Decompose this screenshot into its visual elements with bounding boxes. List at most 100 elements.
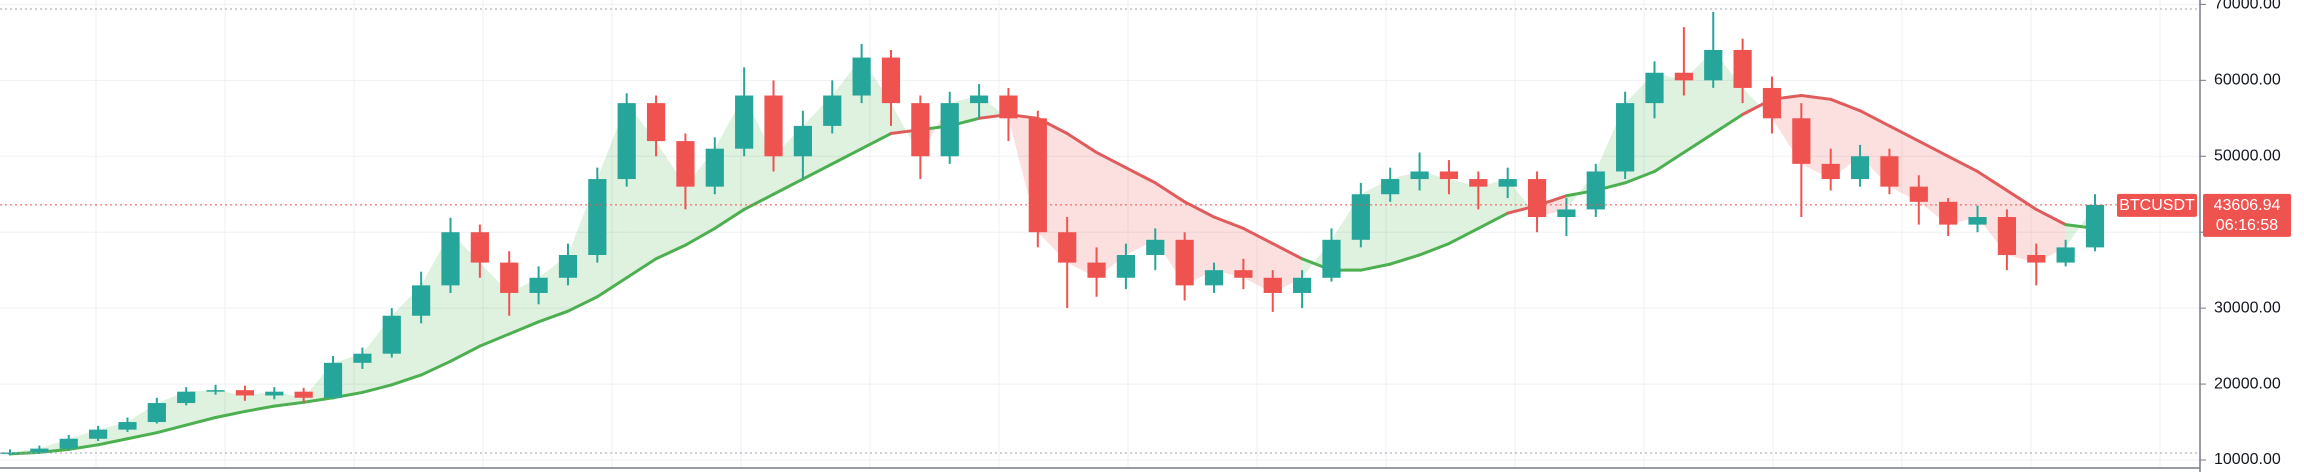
candle-body <box>1821 163 1840 180</box>
candle-body <box>1381 179 1400 195</box>
candle-body <box>1293 277 1312 293</box>
moving-average-segment <box>243 404 276 413</box>
candle-body <box>1204 270 1224 286</box>
trend-fill <box>1302 239 1332 278</box>
candle-body <box>1028 118 1047 233</box>
trend-fill <box>1566 171 1596 210</box>
candle-body <box>1116 254 1136 278</box>
moving-average-segment <box>772 177 805 196</box>
candle-body <box>265 391 284 396</box>
moving-average-segment <box>1858 109 1891 128</box>
moving-average-segment <box>214 409 247 419</box>
trend-fill <box>656 141 686 259</box>
moving-average-segment <box>478 332 511 348</box>
moving-average-segment <box>155 423 188 435</box>
moving-average-segment <box>360 383 394 394</box>
moving-average-segment <box>125 431 159 441</box>
candle-body <box>294 391 313 398</box>
candle-body <box>1527 179 1547 218</box>
candle-body <box>646 103 666 142</box>
candle-body <box>588 179 607 255</box>
trend-fill <box>1214 217 1244 278</box>
candle-body <box>1058 232 1077 263</box>
candle-body <box>852 57 871 96</box>
moving-average-segment <box>1447 226 1480 246</box>
moving-average-segment <box>1271 242 1304 261</box>
moving-average-segment <box>537 309 570 324</box>
moving-average-segment <box>1212 215 1245 230</box>
moving-average-segment <box>302 396 335 404</box>
moving-average-segment <box>713 207 746 230</box>
trend-fill <box>1390 171 1420 265</box>
moving-average-segment <box>1124 166 1157 185</box>
candle-body <box>1410 171 1429 180</box>
moving-average-segment <box>1153 181 1187 204</box>
candle-body <box>529 277 548 293</box>
moving-average-segment <box>654 243 687 261</box>
candle-body <box>969 95 989 104</box>
candles <box>0 11 2105 456</box>
candle-body <box>382 315 401 354</box>
candle-body <box>1557 209 1576 218</box>
candle-body <box>412 285 431 316</box>
moving-average-segment <box>801 162 834 181</box>
candle-body <box>177 391 196 404</box>
moving-average-segment <box>742 192 776 211</box>
candle-body <box>1674 72 1693 81</box>
trend-fill <box>1096 152 1126 278</box>
moving-average-segment <box>1976 169 2009 192</box>
candle-body <box>1322 239 1341 278</box>
candle-body <box>118 422 137 430</box>
moving-average-segment <box>2034 207 2068 227</box>
moving-average-segment <box>1917 139 1950 158</box>
candle-body <box>323 362 343 398</box>
moving-average-segment <box>1829 97 1862 113</box>
moving-average-segment <box>1095 150 1128 170</box>
candle-body <box>88 429 108 439</box>
countdown-label: 06:16:58 <box>2216 217 2278 234</box>
candle-body <box>2085 204 2105 248</box>
candle-body <box>735 95 754 149</box>
candle-body <box>881 57 901 104</box>
moving-average-segment <box>184 415 218 427</box>
candle-body <box>30 448 49 453</box>
moving-average-segment <box>96 437 129 447</box>
candle-body <box>2027 254 2046 263</box>
candle-body <box>617 103 636 180</box>
candle-body <box>1792 118 1811 164</box>
candle-body <box>59 438 78 449</box>
symbol-label-box <box>2117 193 2197 217</box>
candle-body <box>823 95 842 126</box>
moving-average-segment <box>1682 131 1715 154</box>
candle-body <box>1234 270 1253 278</box>
moving-average-segment <box>1946 154 1980 173</box>
moving-average-segment <box>683 226 717 247</box>
moving-average-segment <box>1623 169 1657 185</box>
candle-body <box>999 95 1018 119</box>
moving-average-segment <box>1241 226 1275 246</box>
moving-average-segment <box>2005 188 2038 211</box>
candle-body <box>470 232 489 263</box>
moving-average-segment <box>1799 94 1833 101</box>
candle-body <box>1498 179 1517 187</box>
candle-body <box>441 232 460 286</box>
moving-average-segment <box>860 131 893 151</box>
y-tick-label: 30000.00 <box>2214 299 2281 316</box>
price-label: 43606.94 <box>2214 197 2281 214</box>
y-tick-label: 20000.00 <box>2214 375 2281 392</box>
candle-body <box>1469 179 1488 187</box>
moving-average-segment <box>507 320 541 336</box>
candle-body <box>2056 247 2075 263</box>
candle-body <box>1997 217 2017 255</box>
candle-body <box>1880 156 1899 187</box>
candle-body <box>1586 171 1605 210</box>
moving-average-segment <box>390 373 423 387</box>
moving-average-segment <box>1887 124 1921 143</box>
candle-body <box>147 403 166 423</box>
candle-body <box>353 353 372 363</box>
moving-average-segment <box>830 147 864 166</box>
trend-fill <box>1125 167 1156 255</box>
moving-average-segment <box>1065 131 1099 154</box>
